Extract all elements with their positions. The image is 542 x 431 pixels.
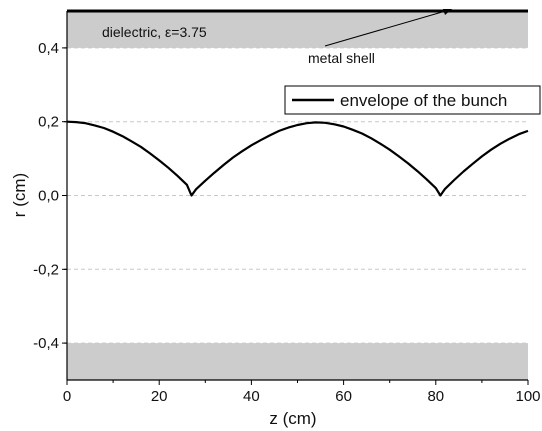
y-tick-label-2: 0,0: [38, 188, 59, 205]
metal-shell-label: metal shell: [308, 50, 375, 66]
x-tick-label-2: 40: [243, 388, 260, 405]
y-tick-label-1: -0,2: [33, 261, 59, 278]
x-tick-label-3: 60: [335, 388, 352, 405]
axes-layer: [66, 9, 528, 381]
x-tick-label-4: 80: [427, 388, 444, 405]
y-tick-label-3: 0,2: [38, 114, 59, 131]
x-tick-label-0: 0: [63, 388, 71, 405]
series-layer: [66, 120, 529, 197]
metal-shell-arrowhead: [443, 9, 452, 15]
regions-layer: [67, 11, 528, 380]
metal-shell-arrow-line: [324, 9, 450, 47]
y-axis-title: r (cm): [10, 173, 29, 217]
series-line-envelope: [66, 120, 529, 197]
x-axis-title: z (cm): [269, 409, 316, 428]
legend: envelope of the bunch: [284, 85, 541, 115]
y-tick-label-4: 0,4: [38, 40, 59, 57]
legend-entry-envelope: envelope of the bunch: [340, 91, 507, 110]
x-tick-label-5: 100: [515, 388, 540, 405]
x-tick-label-1: 20: [151, 388, 168, 405]
region-dielectric-lower: [67, 343, 528, 380]
dielectric-label: dielectric, ε=3.75: [102, 24, 207, 40]
labels-layer: 0 20 40 60 80 100 -0,4 -0,2 0,0 0,2 0,4: [33, 40, 540, 405]
ticks-layer: [62, 47, 529, 385]
region-dielectric: [67, 11, 528, 48]
y-tick-label-0: -0,4: [33, 335, 59, 352]
